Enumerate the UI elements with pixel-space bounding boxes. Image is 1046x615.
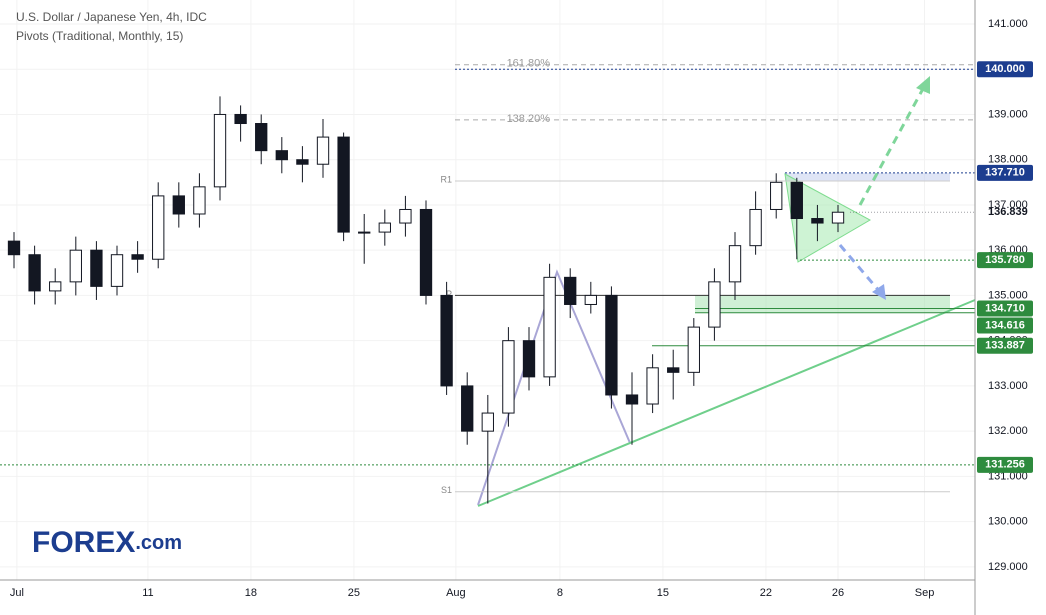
x-tick-label: Aug (446, 587, 466, 599)
level-tag (977, 61, 1033, 78)
candle-body (625, 394, 639, 405)
candle-body (213, 113, 227, 188)
fib-label: 138.20% (507, 113, 551, 125)
bull-arrow (858, 84, 927, 206)
x-tick-label: Jul (10, 587, 24, 599)
candle-body (646, 367, 659, 405)
candle-body (152, 195, 165, 260)
candle-body (708, 281, 721, 328)
bear-arrow (838, 244, 882, 293)
logo-brand: FOREX (32, 526, 135, 559)
level-tag (977, 300, 1033, 317)
candle-body (502, 340, 515, 414)
x-tick-label: 25 (348, 587, 360, 599)
level-label: 133.887 (985, 340, 1025, 352)
candle-body (564, 276, 577, 305)
y-tick-label: 131.000 (988, 470, 1028, 482)
candle-body (378, 222, 391, 233)
candle-body (749, 208, 762, 247)
candle-body (831, 211, 845, 224)
x-tick-label: 11 (142, 587, 153, 599)
candle-body (172, 195, 185, 215)
candle-body (193, 186, 206, 215)
x-tick-label: 15 (657, 587, 669, 599)
grid (0, 0, 975, 580)
logo-suffix: .com (135, 532, 182, 554)
candle-body (131, 254, 144, 260)
candle-body (255, 123, 268, 152)
x-tick-label: 22 (760, 587, 772, 599)
y-tick-label: 130.000 (988, 516, 1028, 528)
bear-arrow-head (872, 284, 886, 300)
y-tick-label: 138.000 (988, 154, 1028, 166)
x-tick-label: 18 (245, 587, 257, 599)
level-label: 140.000 (985, 63, 1025, 75)
fib-label: 161.80% (507, 58, 551, 70)
pivot-label: R1 (440, 174, 452, 184)
y-tick-label: 132.000 (988, 425, 1028, 437)
candle-body (790, 181, 803, 220)
candle-body (419, 208, 433, 296)
candle-body (275, 150, 288, 161)
candle-body (110, 254, 124, 287)
candle-body (234, 113, 247, 125)
candle-body (481, 412, 494, 432)
chart-title: U.S. Dollar / Japanese Yen, 4h, IDC (16, 10, 207, 24)
candle-body (522, 340, 536, 378)
candle-body (28, 254, 41, 292)
level-tag (977, 456, 1033, 473)
x-tick-label: 8 (557, 587, 563, 599)
y-tick-label: 139.000 (988, 108, 1028, 120)
candle-body (49, 281, 62, 292)
candle-body (687, 326, 700, 373)
support-zone (695, 295, 950, 313)
x-tick-label: 26 (832, 587, 844, 599)
candle-body (811, 218, 824, 224)
bull-arrow-head (916, 76, 930, 94)
logo: FOREX.com (32, 526, 182, 559)
level-tag (977, 317, 1033, 334)
candle-body (584, 294, 597, 305)
candle-body (667, 367, 680, 373)
candle-body (69, 249, 82, 283)
level-tag (977, 252, 1033, 269)
y-tick-label: 133.000 (988, 380, 1028, 392)
candle-body (440, 294, 453, 387)
resistance-zone (785, 173, 950, 181)
level-label: 131.256 (985, 459, 1025, 471)
candle-body (316, 136, 330, 165)
candle-body (399, 208, 412, 224)
level-label: 134.616 (985, 319, 1025, 331)
pivot-label: S1 (441, 485, 452, 495)
y-tick-label: 129.000 (988, 561, 1028, 573)
candle-body (337, 136, 350, 233)
y-tick-label: 136.000 (988, 244, 1028, 256)
last-price-label: 136.839 (988, 206, 1028, 218)
axis-labels: 129.000130.000131.000132.000133.000134.0… (10, 18, 1033, 599)
trendline (477, 299, 976, 507)
x-tick-label: Sep (915, 587, 935, 599)
candle-body (605, 294, 618, 396)
y-tick-label: 141.000 (988, 18, 1028, 30)
candle-body (90, 249, 103, 287)
candle-body (770, 181, 783, 210)
level-label: 137.710 (985, 167, 1025, 179)
level-tag (977, 337, 1033, 354)
candle-body (358, 231, 371, 234)
y-tick-label: 135.000 (988, 289, 1028, 301)
candle-body (296, 159, 309, 165)
plot: 161.80% 138.20% R1 P S1 (0, 58, 975, 504)
candle-body (728, 245, 742, 283)
level-tag (977, 164, 1033, 181)
y-tick-label: 137.000 (988, 199, 1028, 211)
candle-body (543, 276, 556, 378)
candle-body (7, 240, 21, 256)
level-label: 134.710 (985, 302, 1025, 314)
level-label: 135.780 (985, 254, 1025, 266)
pivot-label: P (446, 289, 452, 299)
candle-body (461, 385, 474, 432)
chart-subtitle: Pivots (Traditional, Monthly, 15) (16, 29, 183, 43)
